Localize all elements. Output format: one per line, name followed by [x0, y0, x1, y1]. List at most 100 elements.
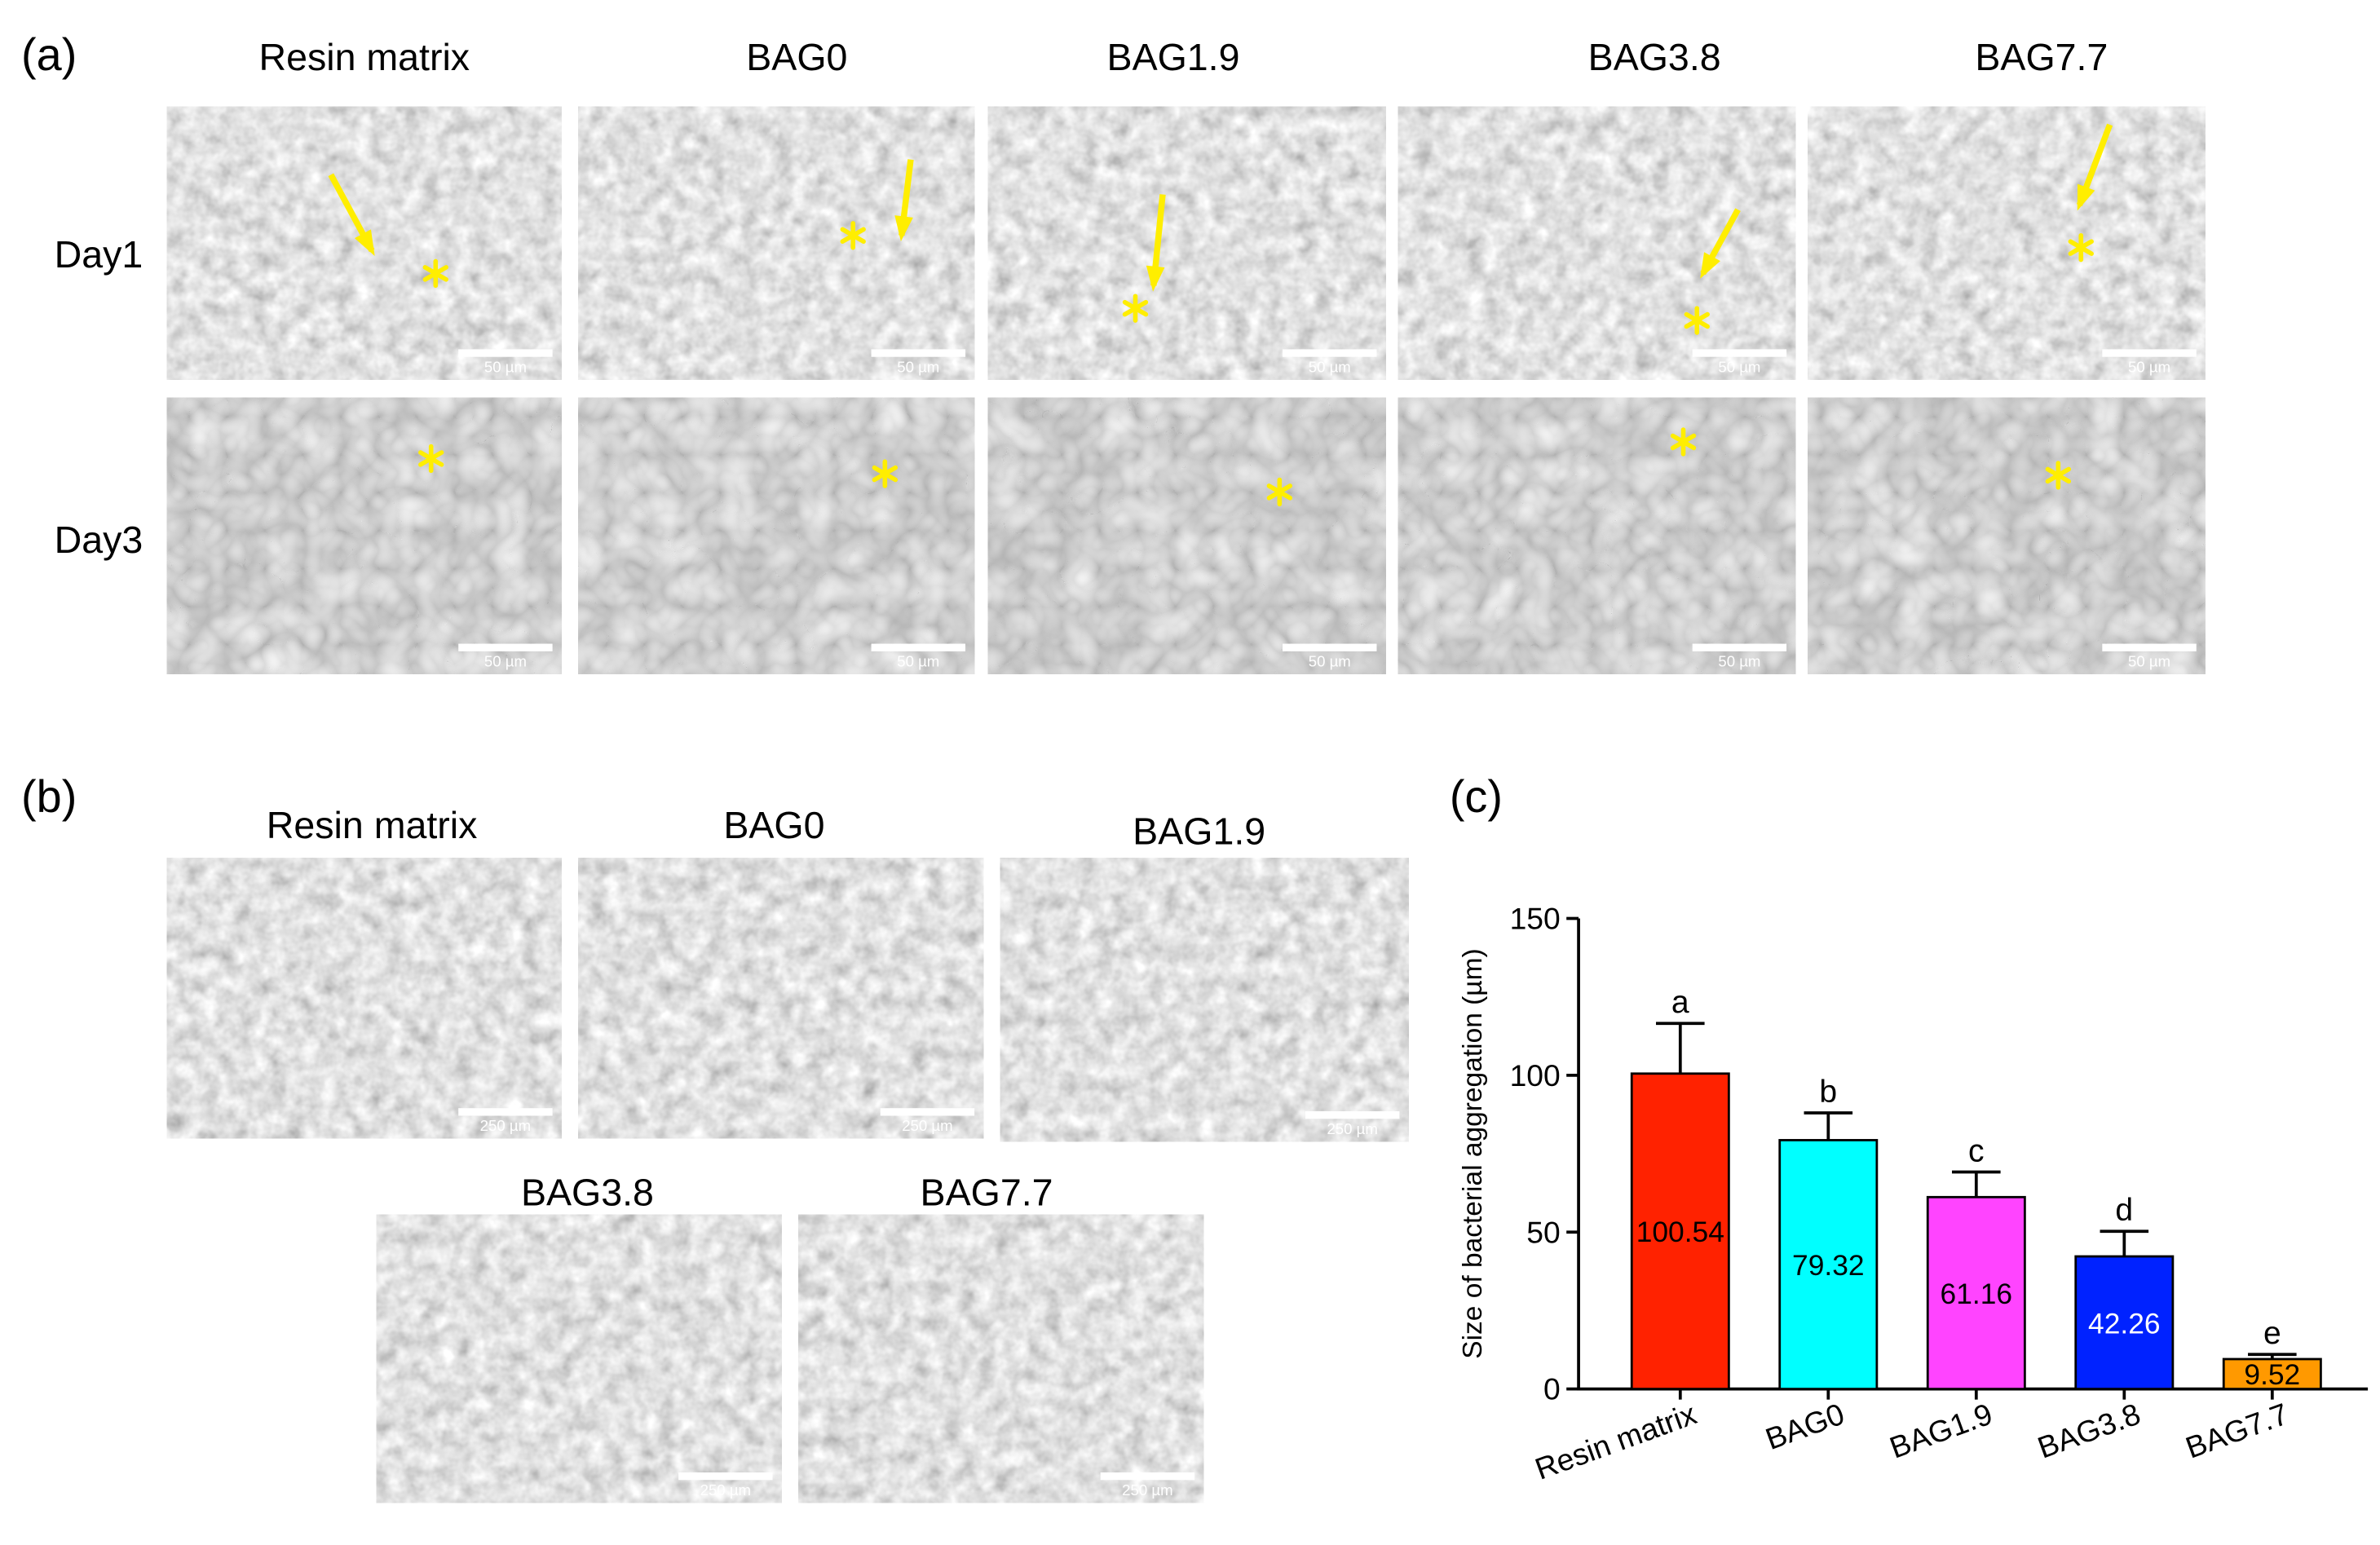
asterisk-stroke: [418, 450, 444, 467]
y-axis-label: Size of bacterial aggregation (µm): [1458, 948, 1488, 1358]
bar: [1926, 1195, 2026, 1391]
micrograph: [1398, 106, 1796, 380]
micrograph: [578, 858, 984, 1139]
panel-label: (c): [1450, 770, 1503, 822]
micrograph: [578, 397, 975, 674]
scale-bar-label: 50 µm: [484, 652, 527, 669]
x-tick-label: Resin matrix: [1530, 1396, 1701, 1485]
scale-bar: [1692, 643, 1787, 651]
scale-bar: [678, 1472, 773, 1481]
significance-letter: a: [1671, 985, 1689, 1020]
y-tick-label: 0: [1543, 1372, 1561, 1406]
asterisk-stroke: [872, 465, 899, 483]
micrograph: [1808, 397, 2206, 674]
arrow-head: [354, 229, 375, 256]
scale-bar: [1283, 643, 1377, 651]
scale-bar-label: 250 µm: [700, 1481, 751, 1499]
significance-letter: b: [1819, 1075, 1837, 1110]
image-title: BAG7.7: [921, 1171, 1053, 1213]
scale-bar: [2102, 349, 2197, 357]
arrow-head: [2077, 183, 2095, 211]
image-title: BAG1.9: [1133, 810, 1265, 852]
micrograph: [1000, 858, 1409, 1142]
scale-bar-label: 50 µm: [897, 358, 939, 375]
scale-bar-label: 50 µm: [1718, 652, 1760, 669]
scale-bar-label: 50 µm: [897, 652, 939, 669]
scale-bar-label: 50 µm: [484, 358, 527, 375]
column-title: BAG3.8: [1588, 36, 1721, 78]
value-label: 61.16: [1941, 1278, 2013, 1310]
asterisk: [2045, 461, 2072, 490]
asterisk: [1266, 477, 1293, 507]
image-title: BAG0: [723, 804, 824, 846]
scale-bar-label: 250 µm: [902, 1117, 952, 1134]
panel-label: (a): [21, 29, 77, 80]
scale-bar: [1283, 349, 1377, 357]
scale-bar-label: 50 µm: [2128, 358, 2170, 375]
micrograph: [798, 1214, 1204, 1503]
asterisk-stroke: [1684, 311, 1710, 329]
asterisk: [840, 221, 866, 250]
scale-bar-label: 250 µm: [1122, 1481, 1172, 1499]
micrograph: [987, 397, 1386, 674]
row-label: Day3: [55, 519, 144, 561]
scale-bar-label: 50 µm: [2128, 652, 2170, 669]
micrograph: [1808, 106, 2206, 380]
significance-letter: d: [2115, 1193, 2133, 1228]
asterisk-stroke: [1266, 483, 1293, 501]
bar: [2222, 1357, 2322, 1391]
significance-letter: c: [1968, 1133, 1985, 1168]
scale-bar: [1692, 349, 1787, 357]
scale-bar: [458, 1108, 553, 1116]
scale-bar-label: 50 µm: [1718, 358, 1760, 375]
asterisk: [2068, 232, 2094, 263]
column-title: BAG7.7: [1975, 36, 2108, 78]
asterisk-stroke: [1670, 433, 1697, 451]
scale-bar: [458, 349, 553, 357]
scale-bar: [871, 643, 965, 651]
scale-bar: [871, 349, 965, 357]
micrograph: [578, 106, 975, 380]
y-tick-label: 100: [1510, 1058, 1561, 1093]
micrograph: [987, 106, 1386, 380]
row-label: Day1: [55, 233, 144, 276]
arrow-head: [1700, 252, 1720, 279]
asterisk: [1670, 427, 1697, 457]
asterisk: [872, 459, 899, 488]
image-title: Resin matrix: [267, 804, 478, 846]
asterisk-stroke: [422, 265, 448, 282]
y-tick-label: 150: [1510, 902, 1561, 936]
scale-bar: [458, 643, 553, 651]
asterisk-stroke: [1122, 299, 1149, 317]
scale-bar-label: 250 µm: [1327, 1120, 1377, 1137]
value-label: 9.52: [2244, 1359, 2300, 1391]
scale-bar: [1100, 1472, 1195, 1481]
arrow-head: [1146, 265, 1165, 292]
scale-bar: [2102, 643, 2197, 651]
value-label: 100.54: [1636, 1216, 1724, 1248]
significance-letter: e: [2263, 1316, 2281, 1351]
x-tick-label: BAG0: [1761, 1397, 1849, 1456]
scale-bar-label: 50 µm: [1309, 652, 1351, 669]
value-label: 42.26: [2088, 1308, 2161, 1340]
asterisk-stroke: [840, 227, 866, 245]
scale-bar-label: 250 µm: [480, 1117, 531, 1134]
micrograph: [1398, 397, 1796, 674]
column-title: Resin matrix: [259, 36, 470, 78]
panel-label: (b): [21, 770, 77, 822]
micrograph: [166, 397, 562, 674]
scale-bar: [1305, 1110, 1400, 1119]
bar: [2074, 1255, 2175, 1391]
bar: [1778, 1139, 1879, 1391]
value-label: 79.32: [1792, 1250, 1865, 1282]
x-tick-label: BAG1.9: [1885, 1397, 1997, 1465]
micrograph: [166, 858, 562, 1139]
x-tick-label: BAG7.7: [2181, 1397, 2293, 1465]
asterisk: [418, 444, 444, 474]
y-tick-label: 50: [1526, 1215, 1560, 1249]
column-title: BAG1.9: [1107, 36, 1240, 78]
asterisk: [1684, 306, 1710, 335]
asterisk: [422, 258, 448, 289]
x-tick-label: BAG3.8: [2033, 1397, 2145, 1465]
